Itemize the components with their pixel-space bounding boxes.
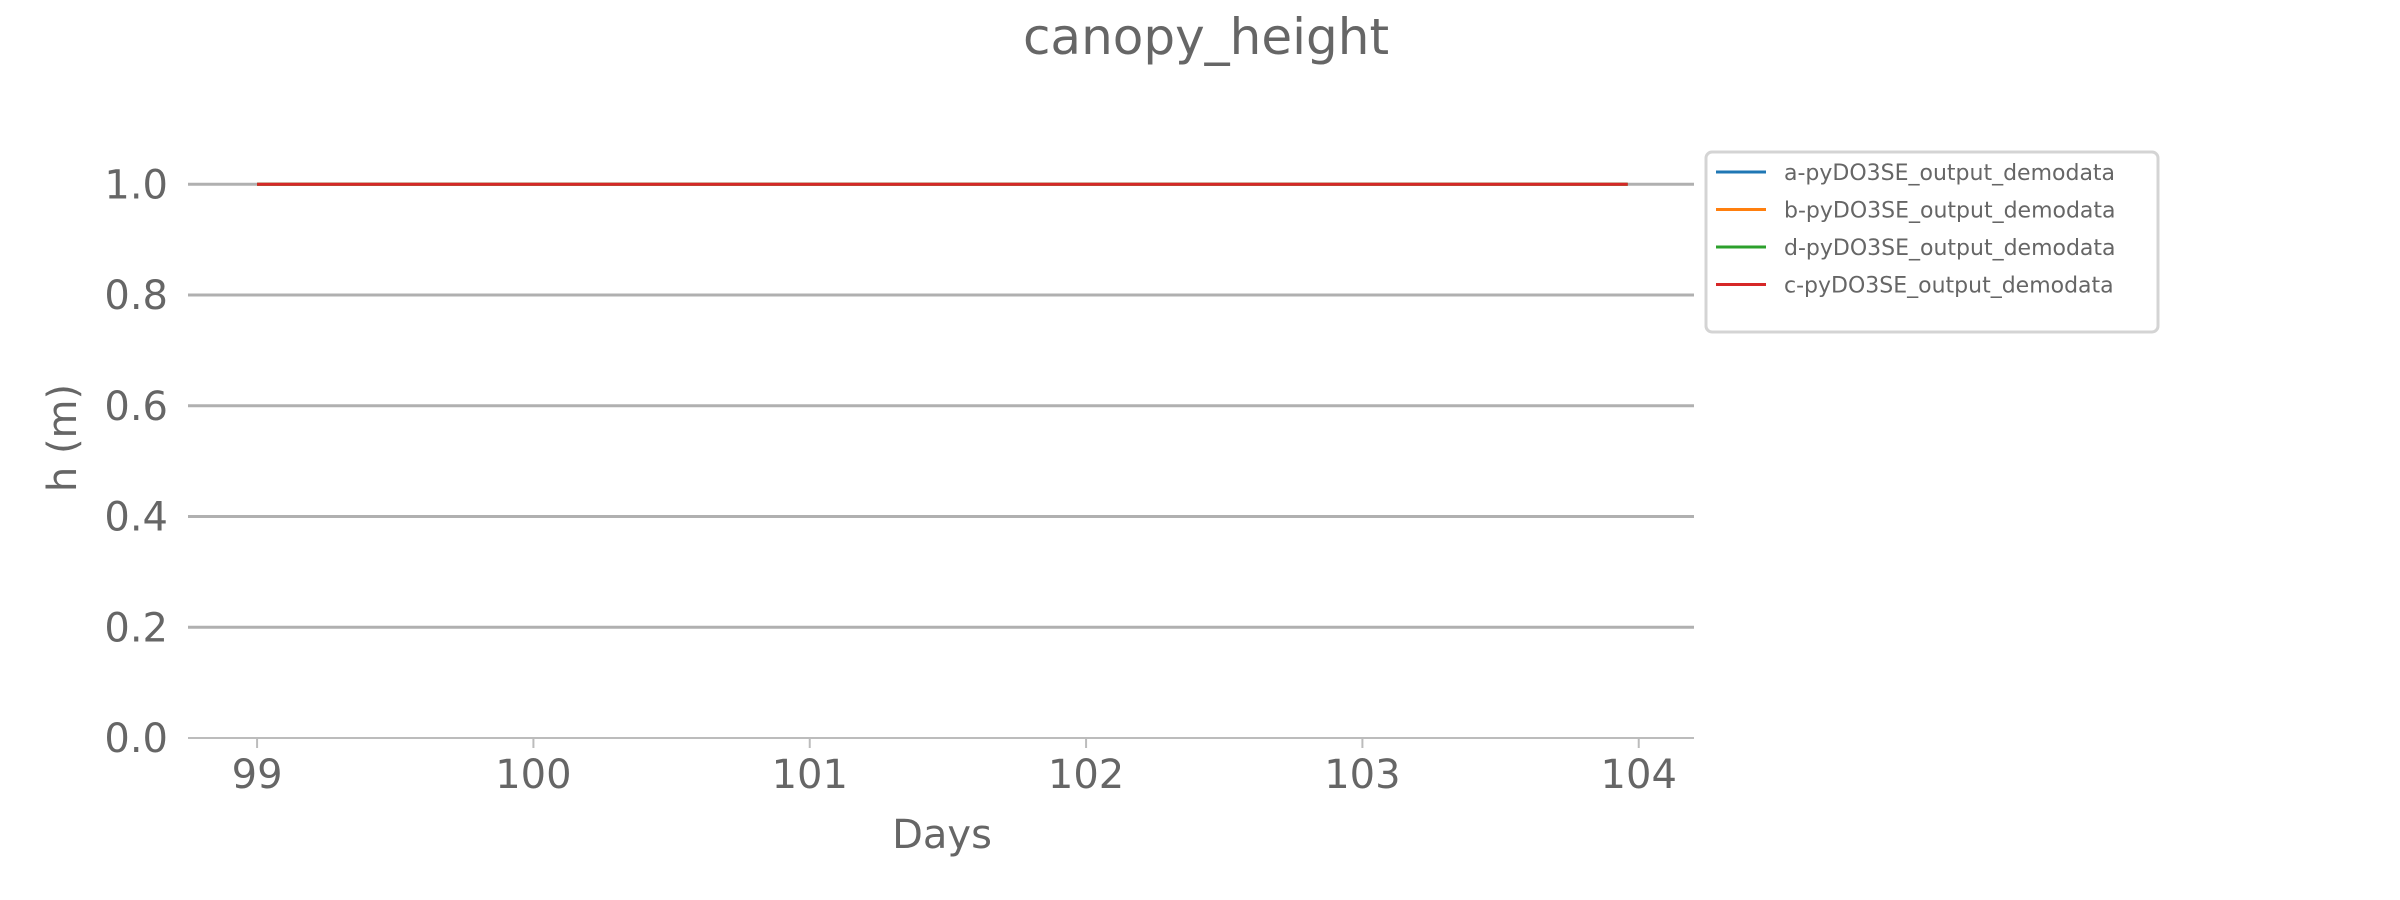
legend: a-pyDO3SE_output_demodata b-pyDO3SE_outpu… — [1704, 150, 2160, 334]
grid-layer — [188, 182, 1694, 629]
x-tick-label: 99 — [232, 752, 283, 798]
x-tick-label: 104 — [1601, 752, 1677, 798]
legend-label: d-pyDO3SE_output_demodata — [1784, 236, 2116, 261]
x-tick-label: 103 — [1324, 752, 1400, 798]
legend-label: c-pyDO3SE_output_demodata — [1784, 274, 2114, 299]
x-axis-label: Days — [892, 812, 992, 858]
y-tick-label: 0.8 — [104, 273, 168, 319]
y-tick-label: 0.4 — [104, 495, 168, 541]
ticks-layer: 0.0 0.2 0.4 0.6 0.8 1.0 99 100 101 102 103 104 — [104, 162, 1677, 798]
x-tick-label: 102 — [1048, 752, 1124, 798]
y-tick-label: 1.0 — [104, 162, 168, 208]
y-axis-label: h (m) — [40, 384, 86, 492]
legend-label: b-pyDO3SE_output_demodata — [1784, 199, 2116, 224]
legend-label: a-pyDO3SE_output_demodata — [1784, 161, 2115, 186]
x-tick-label: 100 — [495, 752, 571, 798]
y-tick-label: 0.0 — [104, 716, 168, 762]
legend-frame — [1704, 150, 2160, 334]
chart-title: canopy_height — [1023, 8, 1389, 66]
y-tick-label: 0.6 — [104, 384, 168, 430]
x-tick-label: 101 — [772, 752, 848, 798]
y-tick-label: 0.2 — [104, 605, 168, 651]
